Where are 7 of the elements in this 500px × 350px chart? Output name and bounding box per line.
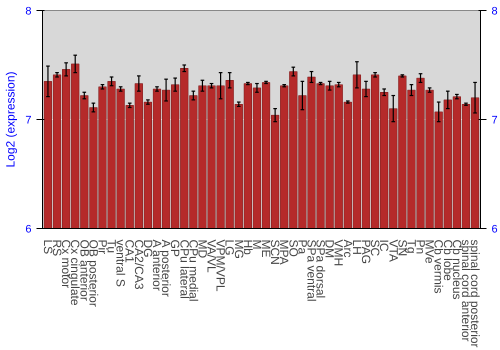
y2-tick-label: 7 <box>492 114 498 126</box>
y-axis-title: Log2 (expression) <box>3 71 18 168</box>
y-tick-label: 7 <box>25 114 32 126</box>
y-tick-label: 8 <box>25 6 32 18</box>
y-tick-label: 6 <box>25 224 32 236</box>
y2-tick-label: 8 <box>492 6 498 18</box>
y2-tick-label: 6 <box>492 224 498 236</box>
